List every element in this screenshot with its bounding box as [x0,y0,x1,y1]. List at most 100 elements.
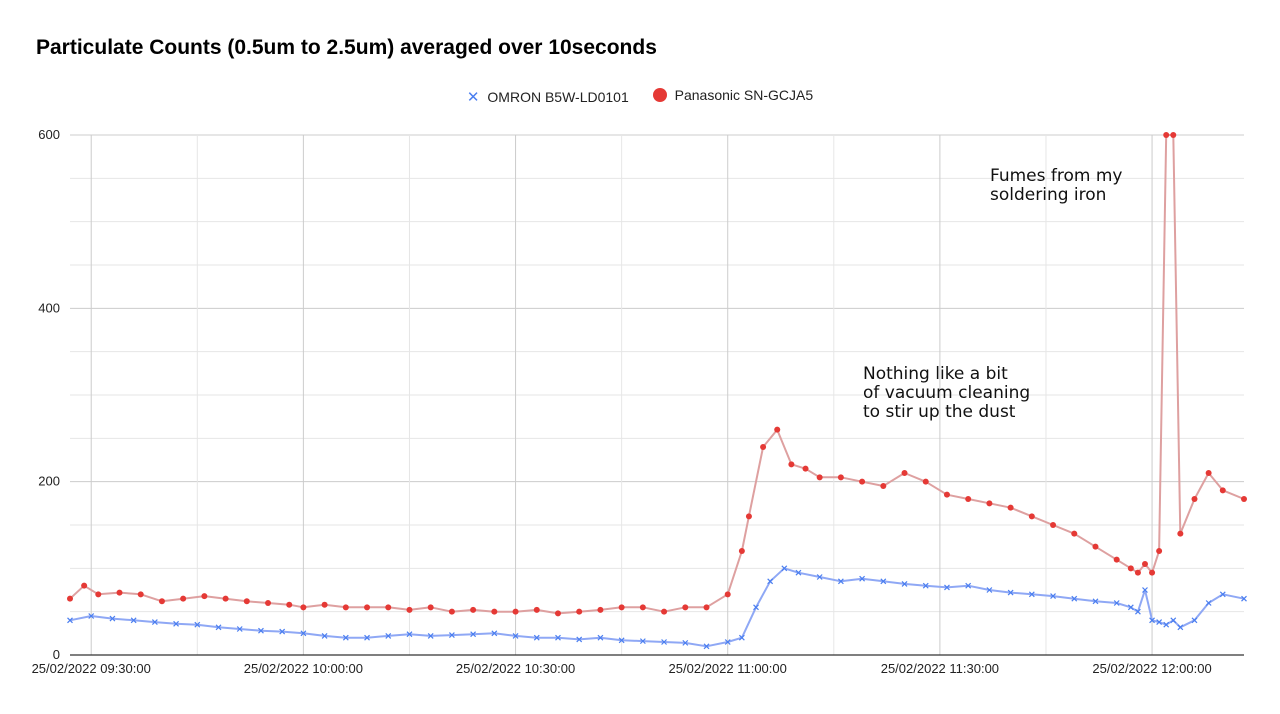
data-point [944,584,950,591]
data-point [576,636,583,643]
chart-title: Particulate Counts (0.5um to 2.5um) aver… [36,36,657,59]
data-point [922,582,929,589]
data-point [194,621,201,628]
data-point [901,470,908,476]
series-panasonic-points [67,132,1247,617]
annotation: Fumes from my soldering iron [990,166,1123,205]
circle-marker-icon [652,88,667,102]
data-point [533,634,540,641]
data-point [1219,487,1226,494]
data-point [1241,595,1247,602]
data-point [880,578,887,585]
data-point [1156,548,1163,554]
data-point [738,634,745,641]
data-point [448,608,455,615]
data-point [943,491,950,498]
data-point [901,581,908,587]
data-point [1219,591,1226,598]
data-point [1205,470,1212,476]
data-point [180,595,187,602]
legend-item-omron[interactable]: ✕ OMRON B5W-LD0101 [467,88,629,106]
data-point [137,591,144,598]
data-point [1113,600,1120,606]
series-omron-trendline [69,567,1245,648]
data-point [1092,543,1099,550]
data-point [1007,504,1014,511]
x-marker-icon: ✕ [466,89,480,106]
data-point [243,598,250,605]
data-point [859,478,866,485]
legend-label-panasonic: Panasonic SN-GCJA5 [674,87,814,103]
data-point [406,631,413,638]
data-point [427,633,434,639]
x-tick-label: 25/02/2022 11:00:00 [669,661,787,676]
data-point [158,598,165,605]
data-point [738,548,745,554]
data-point [1141,561,1148,567]
data-point [1127,565,1134,572]
data-point [342,634,349,641]
data-point [258,627,264,634]
annotation-line: to stir up the dust [863,402,1016,422]
data-point [116,589,123,596]
x-tick-label: 25/02/2022 10:30:00 [456,661,575,676]
legend: ✕ OMRON B5W-LD0101 Panasonic SN-GCJA5 [0,87,1280,106]
data-point [922,478,929,485]
data-point [448,632,455,638]
data-point [555,634,561,641]
data-point [703,604,710,611]
data-point [618,637,625,644]
data-point [554,610,561,617]
data-point [470,631,477,638]
data-point [816,474,823,481]
data-point [682,639,689,646]
data-point [1205,600,1212,606]
data-point [1241,496,1247,502]
data-point [880,483,887,489]
data-point [342,604,349,611]
legend-item-panasonic[interactable]: Panasonic SN-GCJA5 [652,87,814,103]
data-point [703,643,710,650]
data-point [512,608,519,615]
data-point [1050,593,1056,599]
data-point [788,461,795,468]
x-tick-label: 25/02/2022 12:00:00 [1092,661,1211,676]
data-point [837,474,844,481]
data-point [491,630,498,637]
annotation: Nothing like a bit of vacuum cleaning to s… [863,364,1030,422]
data-point [597,634,604,641]
data-point [1134,608,1141,615]
data-point [795,569,802,576]
data-point [597,606,604,613]
data-point [1177,530,1184,537]
y-tick-label: 200 [38,474,60,489]
data-point [1071,595,1078,602]
legend-label-omron: OMRON B5W-LD0101 [487,89,629,105]
data-point [1092,598,1099,605]
data-point [130,617,137,624]
annotations: Fumes from my soldering iron Nothing like … [863,166,1123,422]
data-point [774,426,781,433]
data-point [1191,617,1198,624]
data-point [491,608,498,615]
data-point [576,608,583,615]
data-point [1071,530,1078,537]
data-point [88,613,95,619]
data-point [215,624,222,631]
data-point [1149,569,1156,576]
data-point [1191,496,1198,502]
data-point [67,595,73,602]
data-point [1170,132,1177,138]
data-point [236,626,243,632]
y-tick-label: 0 [53,647,60,662]
x-tick-label: 25/02/2022 10:00:00 [244,661,363,676]
annotation-line: Nothing like a bit [863,364,1008,384]
data-point [1177,624,1184,631]
data-point [67,617,73,624]
annotation-line: of vacuum cleaning [863,383,1030,403]
data-point [1007,589,1014,596]
data-point [286,601,293,608]
data-point [639,638,646,645]
data-point [364,604,371,611]
